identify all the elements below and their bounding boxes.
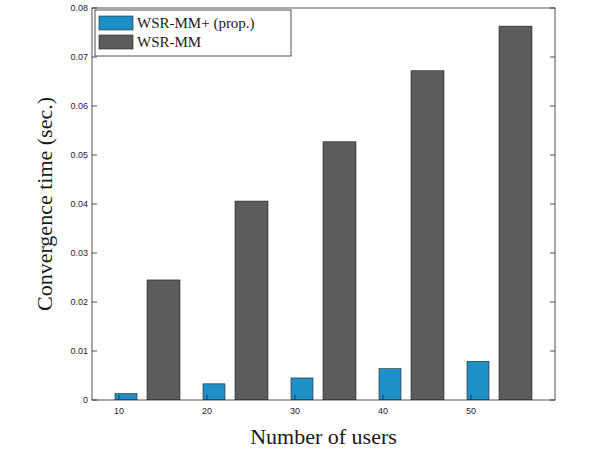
y-tick-label: 0.03 — [70, 248, 88, 258]
plot-frame — [92, 8, 555, 400]
x-tick — [383, 395, 384, 400]
x-tick — [471, 395, 472, 400]
y-tick — [92, 204, 97, 205]
y-tick — [550, 57, 555, 58]
bar — [467, 361, 489, 400]
y-tick — [92, 8, 97, 9]
bar — [203, 384, 225, 400]
chart-root: 0 0.01 0.02 0.03 0.04 0.05 0.06 0.07 0.08 10 20 30 4… — [0, 0, 590, 472]
y-tick — [550, 351, 555, 352]
y-tick — [550, 8, 555, 9]
y-tick — [92, 57, 97, 58]
y-tick — [92, 253, 97, 254]
x-tick-label: 50 — [466, 406, 476, 416]
x-axis-label: Number of users — [250, 424, 397, 449]
y-tick-label: 0 — [83, 395, 88, 405]
y-tick — [550, 204, 555, 205]
x-tick-label: 20 — [202, 406, 212, 416]
x-tick-label: 10 — [114, 406, 124, 416]
y-tick — [550, 253, 555, 254]
legend-label: WSR-MM+ (prop.) — [137, 15, 255, 32]
y-tick — [550, 302, 555, 303]
legend-swatch — [99, 35, 133, 49]
y-tick-label: 0.01 — [70, 346, 88, 356]
bar — [291, 378, 313, 400]
x-tick-label: 40 — [378, 406, 388, 416]
legend-label: WSR-MM — [137, 34, 201, 50]
plot-bg — [92, 8, 555, 400]
x-tick-label: 30 — [290, 406, 300, 416]
y-tick — [550, 106, 555, 107]
legend: WSR-MM+ (prop.) WSR-MM — [95, 10, 291, 56]
bar — [499, 26, 532, 400]
y-tick — [92, 400, 97, 401]
y-tick-label: 0.02 — [70, 297, 88, 307]
bar — [235, 201, 268, 400]
bars — [115, 26, 532, 400]
bar — [147, 280, 180, 400]
y-tick-label: 0.04 — [70, 199, 88, 209]
x-tick — [207, 395, 208, 400]
bar — [379, 369, 401, 400]
legend-swatch — [99, 16, 133, 30]
y-tick-label: 0.08 — [70, 3, 88, 13]
y-tick — [550, 155, 555, 156]
y-tick — [92, 351, 97, 352]
y-tick — [92, 155, 97, 156]
y-tick-label: 0.07 — [70, 52, 88, 62]
x-tick — [119, 395, 120, 400]
chart-svg: 0 0.01 0.02 0.03 0.04 0.05 0.06 0.07 0.08 10 20 30 4… — [0, 0, 590, 472]
y-tick — [550, 400, 555, 401]
y-axis-label: Convergence time (sec.) — [32, 97, 57, 311]
bar — [323, 142, 356, 400]
y-tick-label: 0.05 — [70, 150, 88, 160]
x-tick — [295, 395, 296, 400]
y-tick — [92, 106, 97, 107]
bar — [115, 394, 137, 400]
bar — [411, 71, 444, 400]
y-tick-label: 0.06 — [70, 101, 88, 111]
legend-box — [95, 10, 291, 56]
y-tick — [92, 302, 97, 303]
